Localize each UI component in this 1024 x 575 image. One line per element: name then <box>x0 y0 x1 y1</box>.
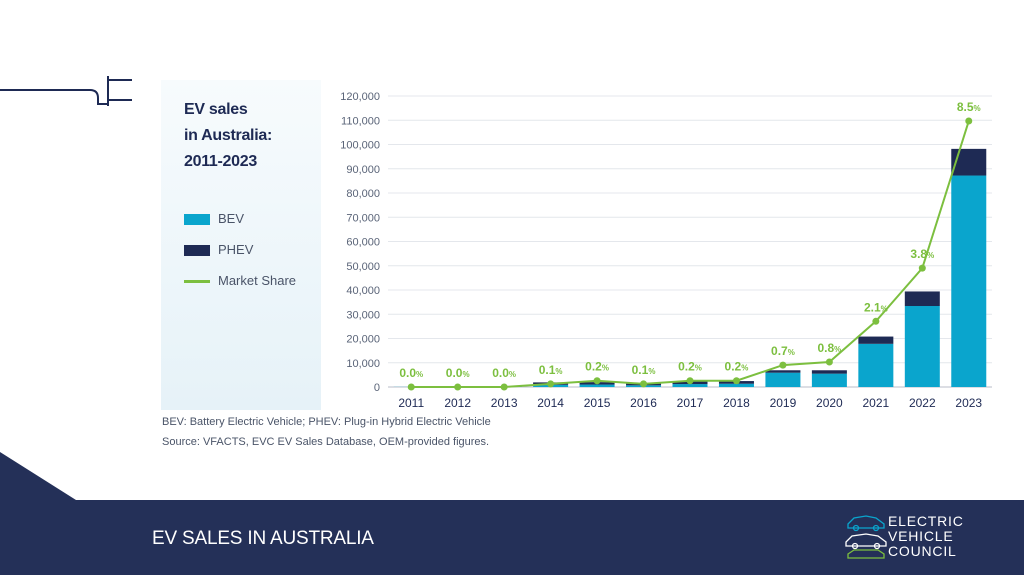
y-tick-label: 100,000 <box>340 140 380 152</box>
y-tick-label: 50,000 <box>346 261 380 273</box>
market-share-point <box>872 317 880 325</box>
market-share-point <box>918 264 926 272</box>
legend-item-phev: PHEV <box>184 242 253 257</box>
x-tick-label: 2017 <box>677 396 704 410</box>
footer-bar <box>0 500 1024 575</box>
bar-bev <box>765 372 801 387</box>
x-tick-label: 2015 <box>584 396 611 410</box>
bar-phev <box>904 291 940 307</box>
legend-label-share: Market Share <box>218 273 297 288</box>
bar-bev <box>579 384 615 387</box>
legend-item-bev: BEV <box>184 211 244 226</box>
market-share-point <box>593 377 601 385</box>
market-share-point <box>732 377 740 385</box>
bar-phev <box>765 370 801 373</box>
market-share-label: 0.0% <box>399 366 423 380</box>
ev-sales-chart: 0 10,000 20,000 30,000 40,000 50,000 60,000 70,… <box>340 91 992 410</box>
bar-bev <box>718 383 754 387</box>
x-tick-label: 2014 <box>537 396 564 410</box>
ev-council-logo-icon <box>845 515 887 559</box>
x-tick-label: 2012 <box>444 396 471 410</box>
x-tick-label: 2020 <box>816 396 843 410</box>
bar-bev <box>672 384 708 387</box>
market-share-label: 3.8% <box>910 247 934 261</box>
y-tick-label: 90,000 <box>346 164 380 176</box>
market-share-label: 0.0% <box>446 366 470 380</box>
market-share-label: 2.1% <box>864 300 888 314</box>
y-tick-label: 70,000 <box>346 212 380 224</box>
market-share-label: 0.2% <box>678 360 702 374</box>
bar-bev <box>811 373 847 387</box>
x-tick-label: 2013 <box>491 396 518 410</box>
market-share-label: 0.7% <box>771 344 795 358</box>
chart-title: EV sales in Australia: 2011-2023 <box>184 97 272 175</box>
bar-phev <box>858 336 894 344</box>
y-tick-label: 110,000 <box>341 115 380 127</box>
logo-line-1: ELECTRIC <box>888 513 964 529</box>
chart-title-line-1: EV sales <box>184 101 248 118</box>
x-tick-label: 2011 <box>398 396 424 410</box>
market-share-point <box>965 117 973 125</box>
market-share-point <box>825 358 833 366</box>
y-tick-label: 20,000 <box>346 334 380 346</box>
y-tick-label: 40,000 <box>346 285 380 297</box>
x-tick-label: 2022 <box>909 396 936 410</box>
chart-title-line-3: 2011-2023 <box>184 153 257 170</box>
x-tick-label: 2016 <box>630 396 657 410</box>
logo-line-3: COUNCIL <box>888 543 957 559</box>
plug-icon <box>0 76 132 106</box>
definitions-note: BEV: Battery Electric Vehicle; PHEV: Plu… <box>162 416 491 428</box>
x-tick-label: 2019 <box>770 396 797 410</box>
market-share-label: 0.1% <box>539 363 563 377</box>
market-share-label: 0.2% <box>725 360 749 374</box>
legend-label-phev: PHEV <box>218 242 254 257</box>
market-share-point <box>454 383 462 391</box>
legend-swatch-phev <box>184 245 210 257</box>
x-tick-label: 2018 <box>723 396 750 410</box>
legend-swatch-bev <box>184 214 210 226</box>
market-share-point <box>500 383 508 391</box>
market-share-point <box>779 361 787 369</box>
footer-title: EV SALES IN AUSTRALIA <box>152 528 374 549</box>
y-tick-label: 60,000 <box>346 237 380 249</box>
bar-bev <box>951 175 987 387</box>
market-share-point <box>640 380 648 388</box>
market-share-label: 0.8% <box>817 341 841 355</box>
legend-label-bev: BEV <box>218 211 245 226</box>
y-tick-label: 0 <box>374 382 380 394</box>
bar-bev <box>858 343 894 387</box>
y-tick-label: 10,000 <box>346 358 380 370</box>
bar-phev <box>951 148 987 176</box>
legend-item-share: Market Share <box>184 273 296 288</box>
legend-swatch-share <box>184 280 210 284</box>
x-tick-label: 2021 <box>862 396 889 410</box>
market-share-label: 0.1% <box>632 363 656 377</box>
bar-phev <box>811 370 847 374</box>
market-share-point <box>686 377 694 385</box>
y-tick-label: 30,000 <box>346 309 380 321</box>
market-share-point <box>407 383 415 391</box>
chart-title-line-2: in Australia: <box>184 127 272 144</box>
market-share-label: 8.5% <box>957 100 981 114</box>
market-share-label: 0.0% <box>492 366 516 380</box>
y-tick-label: 80,000 <box>346 188 380 200</box>
market-share-point <box>547 380 555 388</box>
y-tick-label: 120,000 <box>340 91 380 103</box>
market-share-label: 0.2% <box>585 360 609 374</box>
logo-line-2: VEHICLE <box>888 528 954 544</box>
corner-decoration <box>0 452 76 500</box>
x-tick-label: 2023 <box>955 396 982 410</box>
source-note: Source: VFACTS, EVC EV Sales Database, O… <box>162 436 490 448</box>
bar-bev <box>904 306 940 387</box>
legend-panel <box>161 80 321 410</box>
ev-council-logo-text: ELECTRIC VEHICLE COUNCIL <box>888 514 964 559</box>
